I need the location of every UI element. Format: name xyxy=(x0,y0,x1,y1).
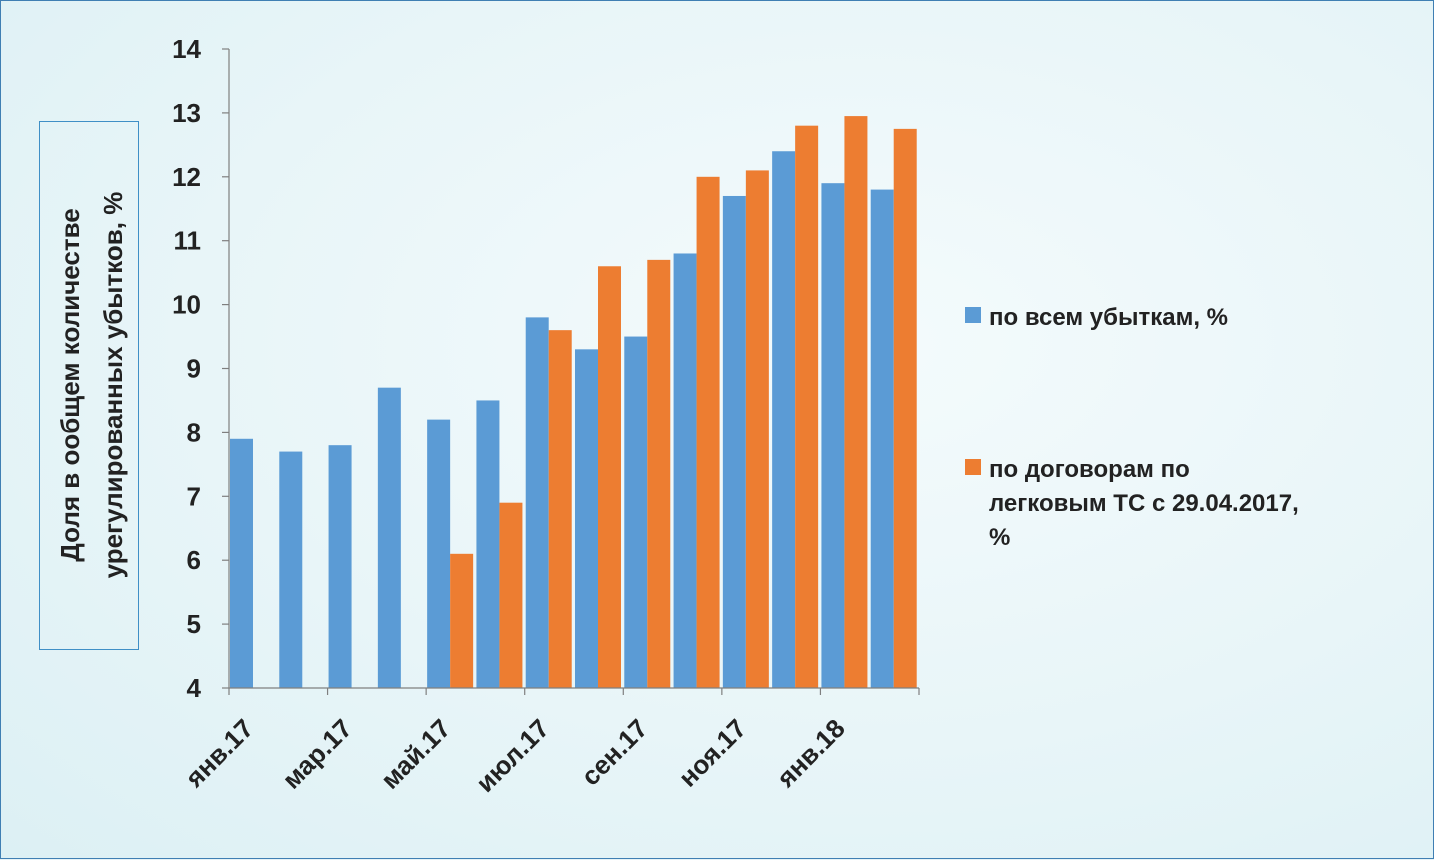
x-tick-label-4: сен.17 xyxy=(575,713,653,791)
bar-series2-13 xyxy=(893,128,917,688)
bar-series2-11 xyxy=(795,125,819,689)
y-tick-label-14: 14 xyxy=(172,34,201,64)
bar-series2-6 xyxy=(548,330,572,688)
bar-series2-10 xyxy=(745,170,769,688)
x-tick-label-6: янв.18 xyxy=(770,713,851,794)
y-axis-label-line-1: Доля в ообщем количестве xyxy=(55,208,85,561)
bar-series1-13 xyxy=(870,189,894,688)
y-tick-label-8: 8 xyxy=(187,417,201,447)
legend-label-line-3: % xyxy=(989,524,1011,551)
legend-label-line-2: легковым ТС с 29.04.2017, xyxy=(989,490,1299,517)
y-axis-label-box xyxy=(39,121,139,650)
bar-series1-10 xyxy=(722,195,746,688)
y-tick-label-7: 7 xyxy=(187,481,201,511)
bar-series1-7 xyxy=(575,349,598,688)
bar-series1-1 xyxy=(279,451,303,688)
y-tick-label-12: 12 xyxy=(172,162,201,192)
y-tick-label-10: 10 xyxy=(172,290,201,320)
bar-series2-9 xyxy=(696,176,720,689)
bar-series1-8 xyxy=(624,336,648,688)
x-tick-label-3: июл.17 xyxy=(470,713,555,798)
y-tick-label-11: 11 xyxy=(174,226,202,256)
y-axis-label-line-2: урегулированных убытков, % xyxy=(98,192,128,579)
bar-series2-4 xyxy=(450,553,474,688)
x-tick-label-0: янв.17 xyxy=(179,713,260,794)
legend-swatch-orange xyxy=(965,459,981,475)
bar-series1-4 xyxy=(427,419,451,688)
y-tick-label-13: 13 xyxy=(172,98,201,128)
legend-item-passenger-contracts: по договорам по легковым ТС с 29.04.2017… xyxy=(965,453,1429,555)
y-tick-label-6: 6 xyxy=(187,545,201,575)
bar-series1-9 xyxy=(673,253,697,689)
x-tick-label-1: мар.17 xyxy=(276,713,358,795)
y-tick-label-4: 4 xyxy=(187,673,202,703)
bar-series2-8 xyxy=(647,259,671,688)
legend-swatch-blue xyxy=(965,307,981,323)
bar-series1-5 xyxy=(476,400,500,688)
bar-series1-6 xyxy=(525,317,549,688)
bar-series1-12 xyxy=(821,183,845,688)
bar-series2-5 xyxy=(499,502,523,688)
legend-label-line-1: по договорам по xyxy=(989,456,1190,483)
bar-series1-11 xyxy=(772,151,796,689)
bar-series2-12 xyxy=(844,116,868,689)
bar-series1-0 xyxy=(230,438,253,688)
y-tick-label-9: 9 xyxy=(187,354,201,384)
x-tick-label-2: май.17 xyxy=(375,713,457,795)
legend-item-all-claims: по всем убыткам, % xyxy=(965,301,1429,335)
bar-series2-7 xyxy=(598,266,621,688)
y-tick-label-5: 5 xyxy=(187,609,201,639)
x-tick-label-5: ноя.17 xyxy=(673,713,753,793)
legend-label-all-claims: по всем убыткам, % xyxy=(989,304,1228,331)
bar-series1-3 xyxy=(377,387,401,688)
bar-series1-2 xyxy=(328,445,352,688)
